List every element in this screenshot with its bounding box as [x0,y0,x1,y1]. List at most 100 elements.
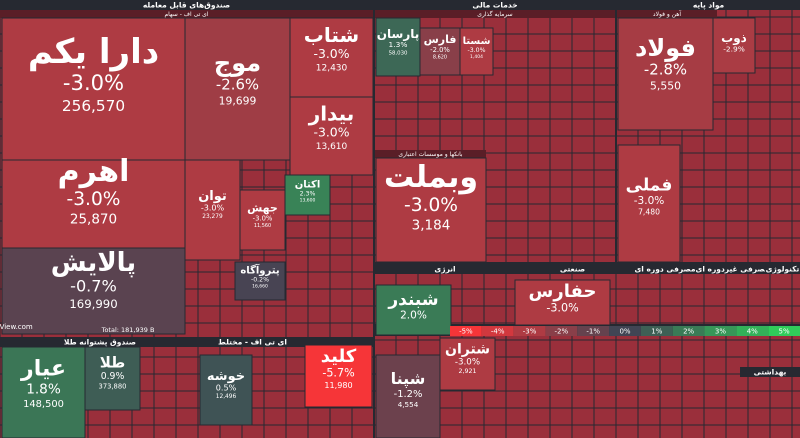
tile-name: پتروآگاه [240,264,279,277]
tile-size: 58,030 [389,51,408,57]
group-title: صنعتی [560,265,585,274]
tile-change: -3.0% [468,47,486,54]
tile-name: شتاب [304,23,359,47]
tile [1,247,186,335]
tile-size: 13,610 [316,142,348,152]
tile-size: 19,699 [219,94,257,107]
tile-change: 0.9% [101,371,125,382]
legend-swatch [545,326,578,336]
tile [375,354,441,438]
subgroup-title: آهن و فولاد [653,9,682,18]
group-title: مصرفی غیردوره ای [696,265,770,274]
legend-swatch [450,326,482,336]
group-title: تکنولوژی [766,265,800,274]
tile-name: شتران [445,341,490,357]
legend-swatch [736,326,769,336]
group-title: مصرفی دوره ای [634,265,695,274]
group-header [375,0,615,10]
legend-label: -3% [523,328,537,336]
tile-name: شبندر [387,290,438,310]
tile-name: دارا یکم [28,32,159,72]
group-title: صندوق‌های قابل معامله [143,1,230,10]
legend-label: 5% [779,328,790,336]
tile [304,344,373,408]
legend-swatch [609,326,641,336]
legend-swatch [481,326,514,336]
tile [375,284,452,336]
group-header [765,264,800,274]
group-header [0,337,200,347]
legend-swatch [577,326,610,336]
subgroup-header [375,10,615,18]
tile [375,17,421,77]
tile [1,17,186,161]
tile [375,157,487,263]
tile-name: شستا [463,36,491,47]
tile-name: طلا [100,353,126,371]
group-header [515,264,630,274]
tile [459,27,494,76]
tile-change: 1.8% [26,381,61,397]
tile-change: -3.0% [546,301,578,314]
tile [617,17,714,131]
legend-label: -4% [491,328,505,336]
tile-name: خوشه [207,369,245,384]
legend-label: 4% [747,328,758,336]
tile-name: کلید [321,346,357,367]
legend-label: -2% [555,328,569,336]
tile-change: -3.0% [67,189,121,210]
group-title: مواد پایه [693,1,725,10]
legend-label: -5% [459,328,473,336]
tile [84,346,141,411]
legend-swatch [704,326,737,336]
tile-size: 148,500 [23,399,64,410]
tile [234,261,286,301]
tile [184,159,241,261]
tile-change: -0.2% [251,277,269,284]
tile-name: پارسان [377,27,419,41]
tile-change: -3.0% [634,195,665,207]
tile-size: 373,880 [99,382,127,390]
tile-name: شپنا [391,369,426,389]
tile-change: -3.0% [63,70,124,95]
tile-change: -5.7% [322,366,354,379]
tile-size: 256,570 [62,97,125,115]
tile-name: بیدار [308,102,355,126]
tile [289,17,374,98]
tile-size: 16,660 [252,284,268,290]
tile-size: 12,496 [216,394,237,400]
tile [284,174,331,216]
group-title: انرژی [434,265,455,274]
tile-change: -3.0% [404,195,458,216]
legend-swatch [640,326,673,336]
tile-size: 12,430 [316,63,348,73]
tile-name: فارس [424,33,457,46]
legend-label: 3% [715,328,726,336]
tile-size: 4,554 [398,400,419,409]
tile [419,27,461,76]
tile [439,337,496,391]
tile-name: جهش [247,201,278,214]
tile-change: -3.0% [253,214,273,222]
tile-size: 23,279 [202,214,223,220]
tile-change: -3.0% [314,125,350,140]
subgroup-header [375,150,486,158]
site-name: BourseView.com [0,323,33,331]
tile-size: 7,480 [638,207,660,216]
tile-change: -1.2% [394,389,423,400]
tile-size: 13,600 [300,198,316,204]
tile-size: 25,870 [70,212,117,228]
group-title: بهداشتی [754,368,787,377]
tile-name: موج [214,49,261,77]
tile [514,279,611,326]
tile-change: -2.8% [644,60,687,78]
tile-change: 2.0% [400,310,427,322]
tile-change: -2.0% [430,46,450,54]
group-header [617,0,800,10]
tile-name: فملی [626,176,673,196]
tile-size: 2,921 [458,368,476,375]
tile-change: -2.9% [723,44,745,53]
tile-change: -3.0% [201,204,225,213]
